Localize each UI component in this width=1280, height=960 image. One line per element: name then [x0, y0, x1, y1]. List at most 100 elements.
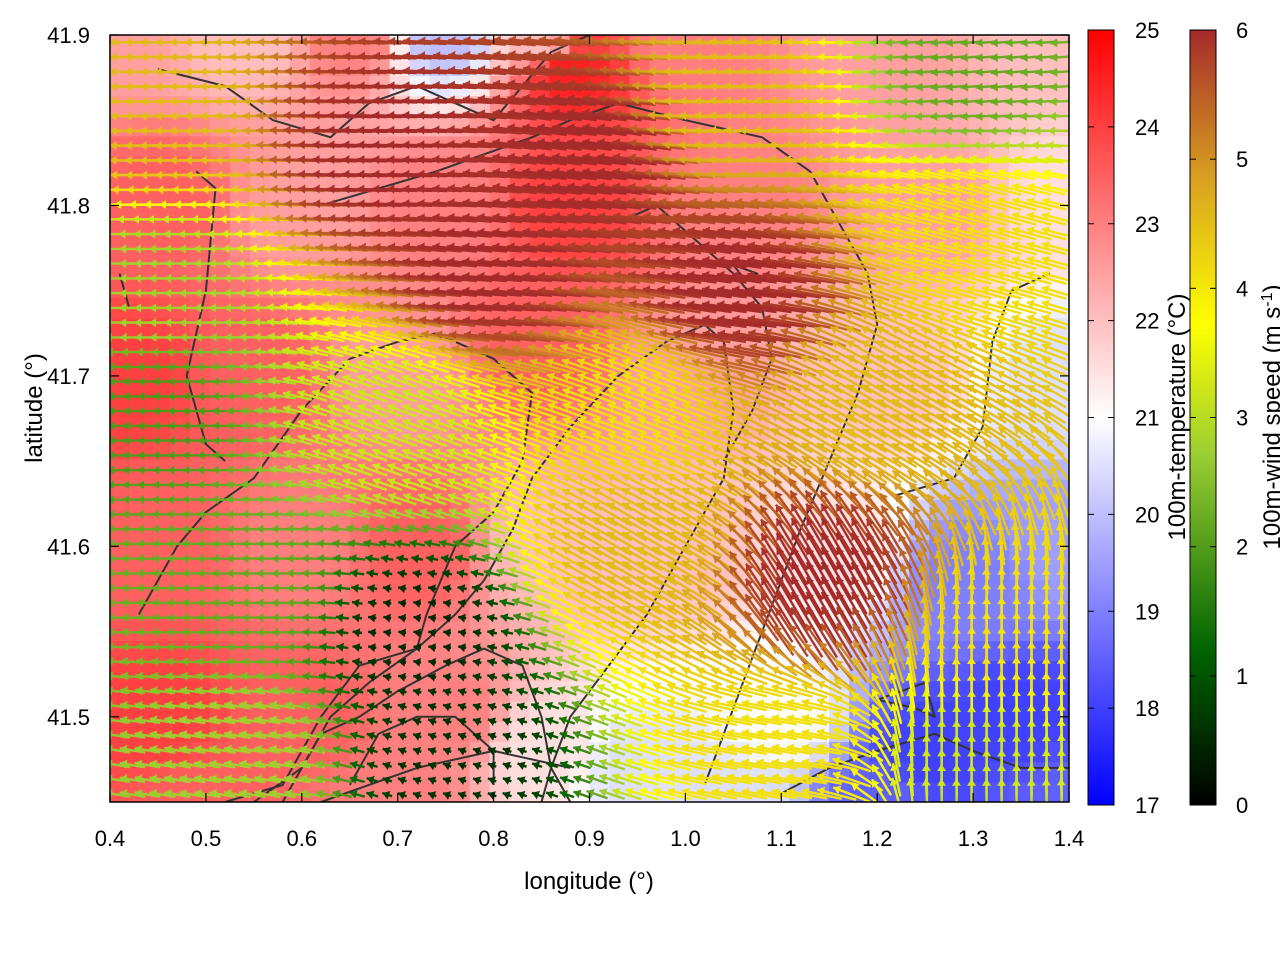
heatmap-cell	[869, 35, 890, 56]
heatmap-cell	[169, 620, 191, 642]
heatmap-cell	[309, 176, 331, 198]
heatmap-cell	[169, 277, 191, 298]
heatmap-cell	[129, 337, 151, 359]
heatmap-cell	[1009, 620, 1030, 642]
heatmap-cell	[169, 35, 191, 56]
heatmap-cell	[949, 640, 970, 662]
heatmap-cell	[169, 95, 191, 117]
heatmap-cell	[369, 559, 391, 581]
wind-arrow-head	[110, 686, 113, 696]
heatmap-cell	[1049, 559, 1069, 581]
heatmap-cell	[129, 418, 151, 440]
heatmap-cell	[409, 35, 431, 56]
heatmap-cell	[249, 277, 271, 298]
heatmap-cell	[289, 95, 311, 117]
heatmap-cell	[949, 620, 970, 642]
heatmap-cell	[169, 418, 191, 440]
heatmap-cell	[329, 35, 351, 56]
heatmap-cell	[409, 115, 431, 137]
heatmap-cell	[389, 741, 411, 763]
heatmap-cell	[349, 579, 371, 601]
heatmap-cell	[129, 95, 151, 117]
heatmap-cell	[729, 95, 750, 117]
heatmap-cell	[949, 680, 970, 702]
heatmap-cell	[229, 216, 251, 238]
heatmap-cell	[249, 640, 271, 662]
heatmap-cell	[929, 35, 950, 56]
heatmap-cell	[369, 620, 391, 642]
heatmap-cell	[309, 579, 331, 601]
heatmap-cell	[209, 640, 231, 662]
heatmap-cell	[389, 559, 411, 581]
heatmap-cell	[469, 579, 491, 601]
heatmap-cell	[209, 257, 231, 278]
heatmap-cell	[489, 579, 511, 601]
heatmap-cell	[829, 115, 850, 137]
heatmap-cell	[209, 357, 231, 379]
heatmap-cell	[129, 499, 151, 521]
heatmap-cell	[229, 721, 251, 743]
heatmap-cell	[289, 176, 311, 198]
heatmap-cell	[989, 115, 1010, 137]
heatmap-cell	[289, 579, 311, 601]
heatmap-cell	[1009, 640, 1030, 662]
heatmap-cell	[989, 640, 1010, 662]
heatmap-cell	[229, 398, 251, 420]
heatmap-cell	[209, 579, 231, 601]
plot-area	[95, 35, 1069, 802]
heatmap-cell	[409, 196, 431, 218]
heatmap-cell	[129, 640, 151, 662]
heatmap-cell	[469, 721, 491, 743]
heatmap-cell	[969, 95, 990, 117]
heatmap-cell	[409, 579, 431, 601]
heatmap-cell	[809, 115, 830, 137]
heatmap-cell	[349, 559, 371, 581]
heatmap-cell	[349, 196, 371, 218]
heatmap-cell	[329, 600, 351, 621]
wind-arrow-head	[95, 53, 102, 62]
heatmap-cell	[129, 398, 151, 420]
heatmap-cell	[469, 761, 491, 783]
heatmap-cell	[449, 620, 471, 642]
wind-arrow-head	[99, 200, 106, 209]
heatmap-cell	[689, 741, 710, 763]
heatmap-cell	[309, 640, 331, 662]
heatmap-cell	[369, 680, 391, 702]
heatmap-cell	[529, 721, 551, 743]
heatmap-cell	[369, 115, 391, 137]
heatmap-cell	[369, 781, 391, 802]
heatmap-cell	[110, 317, 131, 339]
heatmap-cell	[249, 115, 271, 137]
heatmap-cell	[129, 559, 151, 581]
heatmap-cell	[989, 95, 1010, 117]
heatmap-cell	[349, 721, 371, 743]
heatmap-cell	[209, 398, 231, 420]
heatmap-cell	[229, 35, 251, 56]
heatmap-cell	[149, 176, 171, 198]
heatmap-cell	[989, 579, 1010, 601]
wind-arrow-head	[110, 700, 113, 710]
heatmap-cell	[169, 216, 191, 238]
heatmap-cell	[189, 418, 211, 440]
heatmap-cell	[149, 357, 171, 379]
heatmap-cell	[769, 115, 790, 137]
heatmap-cell	[309, 196, 331, 218]
heatmap-cell	[309, 95, 331, 117]
heatmap-cell	[389, 579, 411, 601]
wind-arrow-head	[95, 82, 102, 91]
heatmap-cell	[209, 337, 231, 359]
heatmap-cell	[249, 418, 271, 440]
heatmap-cell	[289, 721, 311, 743]
heatmap-cell	[110, 721, 131, 743]
heatmap-cell	[149, 398, 171, 420]
wind-arrow-head	[95, 112, 102, 121]
heatmap-cell	[229, 196, 251, 218]
heatmap-cell	[469, 115, 491, 137]
heatmap-cell	[110, 95, 131, 117]
heatmap-cell	[989, 741, 1010, 763]
heatmap-cell	[349, 35, 371, 56]
heatmap-cell	[1049, 741, 1069, 763]
heatmap-cell	[929, 680, 950, 702]
heatmap-cell	[189, 640, 211, 662]
heatmap-cell	[229, 337, 251, 359]
